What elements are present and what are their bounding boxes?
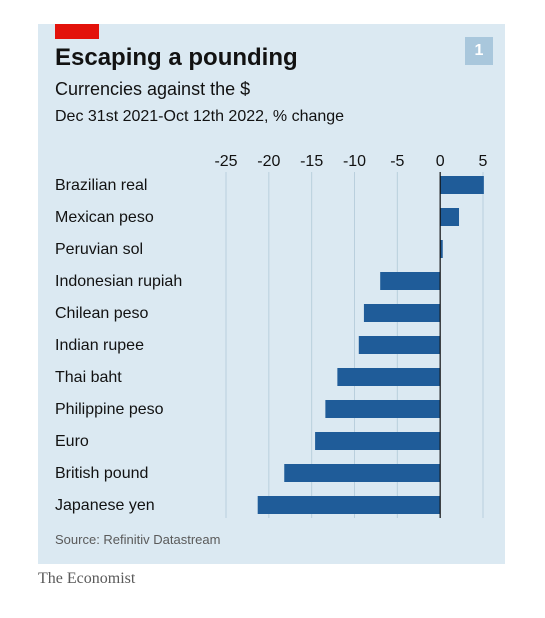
- x-tick-label: -5: [390, 153, 404, 170]
- x-tick-label: -25: [214, 153, 237, 170]
- publisher-logo: The Economist: [38, 570, 136, 587]
- source-note: Source: Refinitiv Datastream: [55, 532, 221, 547]
- bar: [284, 464, 441, 482]
- chart-title: Escaping a pounding: [55, 44, 298, 71]
- chart-panel: 1 Escaping a pounding Currencies against…: [38, 24, 505, 564]
- bar: [440, 208, 460, 226]
- bar: [363, 304, 441, 322]
- category-label: Euro: [55, 433, 89, 450]
- category-label: Japanese yen: [55, 497, 155, 514]
- x-tick-label: 5: [479, 153, 488, 170]
- category-label: Brazilian real: [55, 177, 147, 194]
- category-label: Peruvian sol: [55, 241, 143, 258]
- x-tick-label: -10: [343, 153, 366, 170]
- category-label: Mexican peso: [55, 209, 154, 226]
- chart-number-badge: 1: [465, 37, 493, 65]
- bar: [380, 272, 441, 290]
- chart-subtitle: Currencies against the $: [55, 79, 251, 99]
- category-label: Chilean peso: [55, 305, 149, 322]
- bar: [257, 496, 441, 514]
- bar: [315, 432, 441, 450]
- category-label: British pound: [55, 465, 148, 482]
- x-tick-label: -15: [300, 153, 323, 170]
- bar: [325, 400, 441, 418]
- bar-chart: -25 -20 -15 -10 -5 0 5 Brazilian real Mexican pe…: [55, 153, 488, 518]
- bar: [358, 336, 441, 354]
- category-label: Philippine peso: [55, 401, 164, 418]
- bar: [440, 176, 484, 194]
- chart-period: Dec 31st 2021-Oct 12th 2022, % change: [55, 108, 345, 125]
- red-accent-tag: [55, 24, 99, 39]
- x-tick-label: -20: [257, 153, 280, 170]
- x-tick-label: 0: [436, 153, 445, 170]
- category-label: Indian rupee: [55, 337, 144, 354]
- bar: [440, 240, 443, 258]
- bar: [337, 368, 441, 386]
- category-label: Thai baht: [55, 369, 122, 386]
- category-label: Indonesian rupiah: [55, 273, 182, 290]
